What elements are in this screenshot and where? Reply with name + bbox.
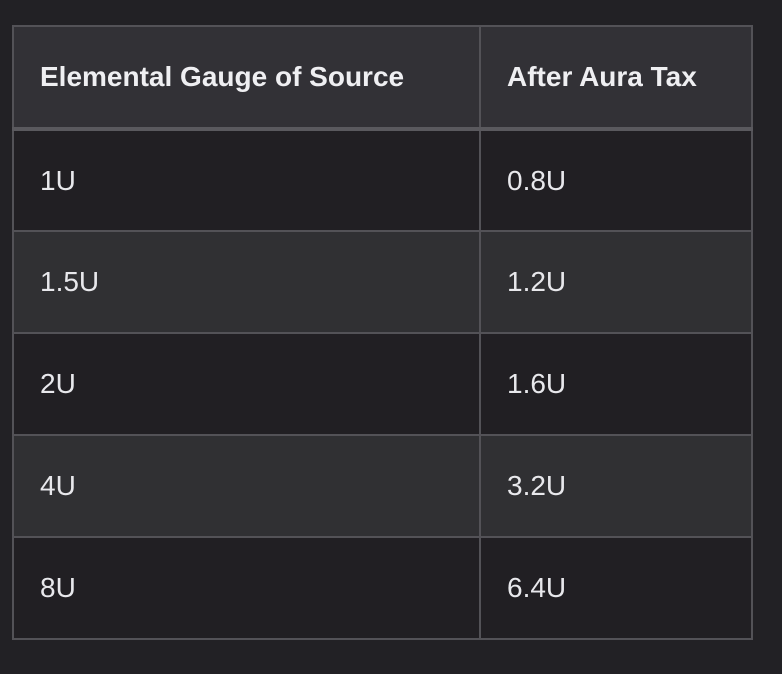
table-row: 1.5U 1.2U <box>12 230 753 334</box>
cell-after-tax: 1.2U <box>479 230 753 334</box>
header-after-aura-tax: After Aura Tax <box>479 25 753 131</box>
table-row: 8U 6.4U <box>12 536 753 640</box>
table-row: 1U 0.8U <box>12 128 753 232</box>
cell-after-tax: 3.2U <box>479 434 753 538</box>
cell-after-tax: 0.8U <box>479 128 753 232</box>
aura-tax-table: Elemental Gauge of Source After Aura Tax… <box>12 25 753 640</box>
cell-source-gauge: 8U <box>12 536 481 640</box>
header-elemental-gauge: Elemental Gauge of Source <box>12 25 481 131</box>
cell-after-tax: 6.4U <box>479 536 753 640</box>
table-header-row: Elemental Gauge of Source After Aura Tax <box>12 25 753 131</box>
cell-source-gauge: 2U <box>12 332 481 436</box>
aura-tax-table-container: Elemental Gauge of Source After Aura Tax… <box>12 25 753 640</box>
cell-source-gauge: 4U <box>12 434 481 538</box>
cell-source-gauge: 1.5U <box>12 230 481 334</box>
cell-source-gauge: 1U <box>12 128 481 232</box>
table-row: 2U 1.6U <box>12 332 753 436</box>
table-row: 4U 3.2U <box>12 434 753 538</box>
cell-after-tax: 1.6U <box>479 332 753 436</box>
